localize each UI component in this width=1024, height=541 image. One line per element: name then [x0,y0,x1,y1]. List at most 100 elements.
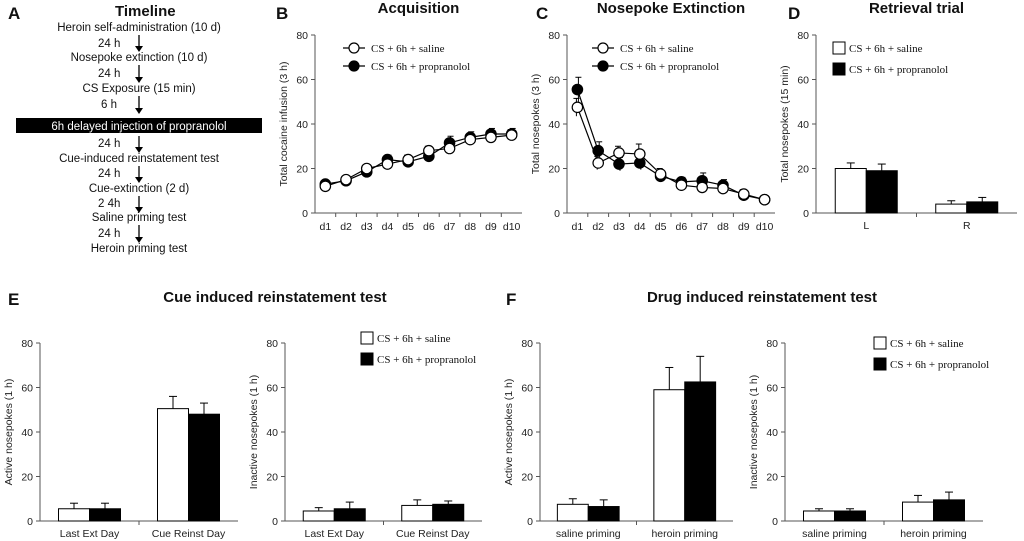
legend: CS + 6h + saline CS + 6h + propranolol [873,336,989,371]
bar-propranolol [966,201,999,214]
chart-f2: 0 20 40 60 80 Inactive nosepokes (1 h) saline … [748,338,983,540]
bar-propranolol [89,508,121,522]
timeline-arrows [135,35,143,243]
series-line [576,89,765,201]
bar-saline [58,508,90,522]
legend-label: CS + 6h + propranolol [620,61,719,73]
data-point [737,188,750,200]
bar-propranolol [865,170,898,214]
y-tick-label: 80 [296,30,308,42]
data-point [505,129,518,141]
series-saline [571,97,771,206]
x-tick-label: Last Ext Day [60,528,120,540]
panel-letter-d: D [788,4,800,23]
y-tick-label: 0 [302,208,308,220]
bar-saline [902,501,934,522]
series-line [325,133,512,185]
panel-letter-f: F [506,290,516,309]
y-tick-label: 40 [21,427,33,439]
legend-label: CS + 6h + propranolol [371,61,470,73]
panel-letter-c: C [536,4,548,23]
section-title-e: Cue induced reinstatement test [163,289,386,306]
timeline-step: Heroin priming test [91,243,188,255]
timeline-interval: 24 h [98,168,120,180]
timeline-step: CS Exposure (15 min) [82,83,195,95]
timeline-step: Nosepoke extinction (10 d) [71,52,208,64]
series-saline [319,129,518,193]
y-tick-label: 0 [803,208,809,220]
legend: CS + 6h + saline CS + 6h + propranolol [592,42,719,73]
data-point [696,181,708,194]
chart-title: Retrieval trial [869,0,964,17]
data-point [613,147,625,159]
bar-saline [653,389,686,522]
y-tick-label: 40 [296,119,308,131]
timeline-step-highlight: 6h delayed injection of propranolol [51,121,226,133]
section-title-f: Drug induced reinstatement test [647,289,877,306]
data-point [402,153,414,166]
bar-saline [302,510,335,522]
x-tick-label: d10 [503,221,521,233]
bar-propranolol [587,506,620,522]
y-tick-label: 40 [797,119,809,131]
timeline-interval: 24 h [98,228,120,240]
bar-saline [157,408,189,522]
series-line [325,134,512,187]
timeline-interval: 6 h [101,99,117,111]
legend-label: CS + 6h + saline [620,43,694,55]
y-tick-label: 20 [296,164,308,176]
legend-label: CS + 6h + propranolol [377,354,476,366]
y-tick-label: 80 [766,338,778,350]
y-tick-label: 20 [766,472,778,484]
data-point [423,144,435,157]
x-tick-label: d2 [592,221,604,233]
y-tick-label: 0 [272,516,278,528]
y-tick-label: 80 [21,338,33,350]
bar-propranolol [432,503,465,522]
x-tick-label: saline priming [802,528,867,540]
data-point [571,101,584,114]
data-point [464,133,477,146]
y-tick-label: 60 [766,383,778,395]
y-tick-label: 60 [548,75,560,87]
timeline-step: Cue-induced reinstatement test [59,153,220,165]
data-point [717,182,729,195]
legend-label: CS + 6h + saline [890,338,964,350]
legend-swatch [873,357,887,371]
bar-saline [401,504,434,522]
timeline-interval: 24 h [98,68,120,80]
y-axis-label: Total nosepokes (15 min) [779,65,791,182]
chart-c: 0 20 40 60 80 Total nosepokes (3 h) Nosepoke E… [530,0,775,233]
x-tick-label: R [963,220,971,232]
y-tick-label: 0 [554,208,560,220]
y-tick-label: 40 [266,427,278,439]
y-tick-label: 60 [521,383,533,395]
x-tick-label: d5 [655,221,667,233]
legend: CS + 6h + saline CS + 6h + propranolol [343,42,470,73]
legend-swatch [360,352,374,366]
legend-marker [597,60,609,72]
chart-f1: 0 20 40 60 80 Active nosepokes (1 h) saline pr… [503,338,733,540]
data-point [633,148,646,160]
data-point [758,193,771,206]
chart-title: Nosepoke Extinction [597,0,745,17]
y-tick-label: 20 [797,164,809,176]
x-tick-label: d5 [402,221,414,233]
data-point [381,158,394,170]
y-tick-label: 60 [21,383,33,395]
y-tick-label: 80 [266,338,278,350]
data-point [592,157,604,169]
timeline-step: Cue-extinction (2 d) [89,183,190,195]
y-tick-label: 20 [266,472,278,484]
y-tick-label: 60 [797,75,809,87]
bar-propranolol [684,381,717,522]
x-tick-label: d1 [572,221,584,233]
y-axis-label: Active nosepokes (1 h) [503,379,515,486]
y-tick-label: 0 [772,516,778,528]
y-axis-label: Total nosepokes (3 h) [530,74,542,174]
data-point [571,83,584,96]
x-tick-label: d4 [382,221,394,233]
x-tick-label: d8 [717,221,729,233]
